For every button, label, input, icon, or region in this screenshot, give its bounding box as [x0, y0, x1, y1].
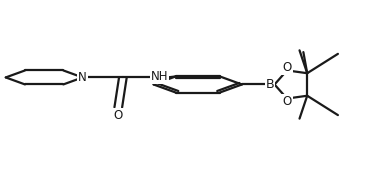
Text: N: N — [78, 71, 87, 84]
Text: O: O — [282, 95, 291, 108]
Text: NH: NH — [151, 70, 168, 83]
Text: O: O — [282, 61, 291, 74]
Text: B: B — [266, 78, 274, 91]
Text: O: O — [114, 109, 123, 122]
